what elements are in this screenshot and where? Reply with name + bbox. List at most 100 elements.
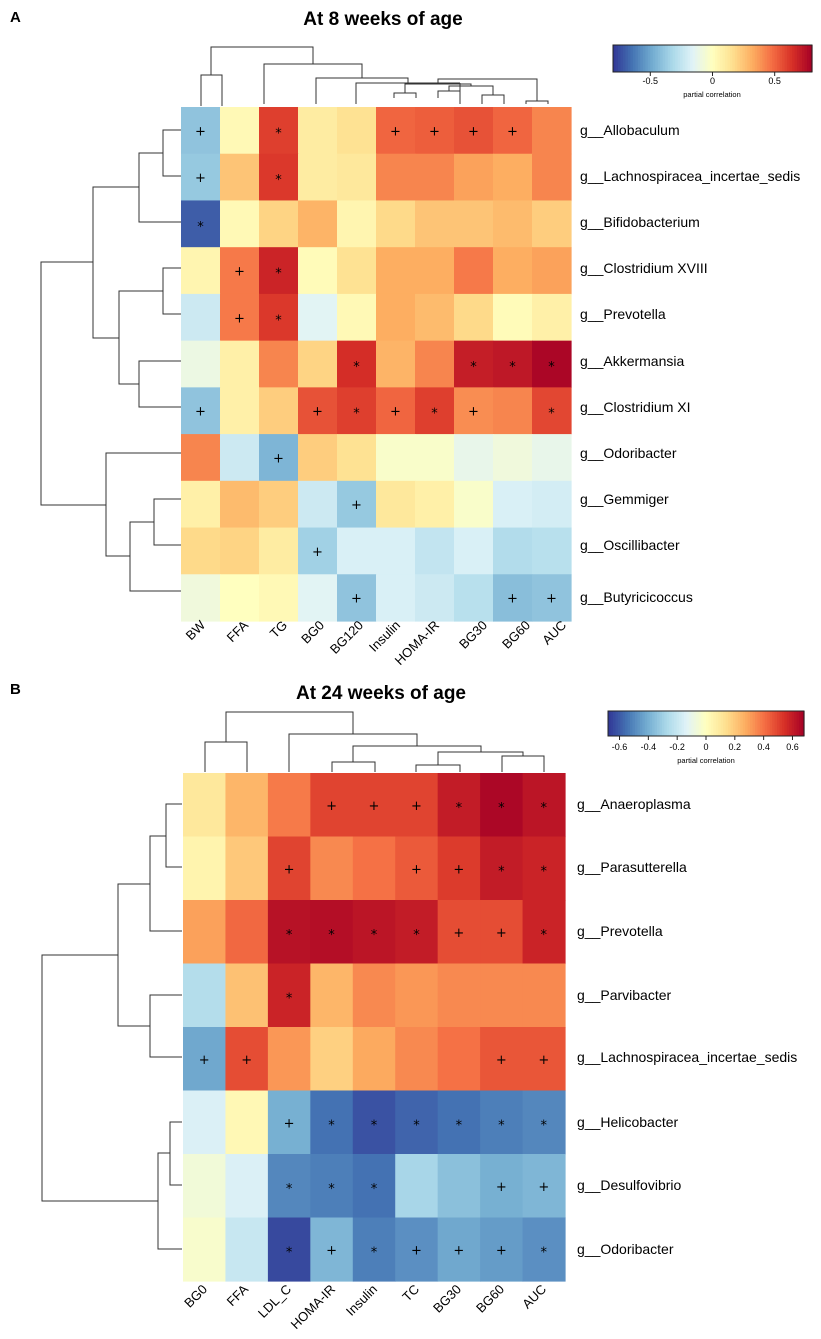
colorbar-segment — [690, 45, 694, 72]
colorbar-segment — [804, 45, 808, 72]
heatmap-cell — [220, 574, 260, 622]
heatmap-cell — [415, 527, 455, 575]
significance-plus: + — [273, 451, 284, 466]
colorbar-segment — [692, 45, 696, 72]
colorbar-segment — [750, 711, 754, 736]
heatmap-cell — [376, 200, 416, 248]
panel-b-legend-title: partial correlation — [677, 756, 735, 765]
colorbar-segment — [759, 45, 763, 72]
significance-plus: + — [312, 405, 323, 420]
heatmap-cell — [259, 527, 299, 575]
heatmap-cell — [183, 773, 227, 838]
heatmap-cell — [376, 574, 416, 622]
heatmap-cell — [225, 1090, 269, 1155]
colorbar-segment — [713, 711, 717, 736]
colorbar-segment — [703, 711, 707, 736]
colorbar-segment — [652, 711, 656, 736]
row-label: g__Gemmiger — [580, 491, 669, 507]
colorbar-segment — [762, 711, 766, 736]
colorbar-segment — [655, 45, 659, 72]
significance-plus: + — [546, 592, 557, 607]
colorbar-segment — [691, 711, 695, 736]
colorbar-segment — [708, 711, 712, 736]
colorbar-segment — [707, 45, 711, 72]
heatmap-cell — [310, 963, 354, 1028]
panel-b-title: At 24 weeks of age — [296, 683, 466, 704]
heatmap-cell — [181, 153, 221, 202]
significance-plus: + — [390, 124, 401, 139]
colorbar-segment — [610, 711, 614, 736]
significance-star: * — [286, 928, 293, 943]
row-label: g__Bifidobacterium — [580, 214, 700, 230]
colorbar-segment — [739, 45, 743, 72]
significance-star: * — [541, 864, 548, 879]
significance-plus: + — [468, 405, 479, 420]
colorbar-segment — [724, 45, 729, 72]
colorbar-segment — [767, 45, 771, 72]
significance-plus: + — [284, 1116, 295, 1131]
colorbar-segment — [672, 45, 676, 72]
row-label: g__Lachnospiracea_incertae_sedis — [577, 1049, 797, 1065]
significance-plus: + — [234, 311, 245, 326]
heatmap-cell — [337, 387, 377, 435]
heatmap-cell — [310, 1217, 354, 1282]
heatmap-cell — [532, 574, 572, 622]
colorbar-segment — [620, 711, 624, 736]
colorbar-segment — [625, 45, 629, 72]
heatmap-cell — [352, 836, 396, 901]
heatmap-cell — [480, 1090, 524, 1155]
legend-tick-label: -0.5 — [643, 76, 659, 86]
heatmap-cell — [415, 153, 455, 202]
colorbar-segment — [802, 45, 806, 72]
heatmap-cell — [181, 247, 221, 295]
colorbar-segment — [634, 711, 638, 736]
colorbar-segment — [796, 711, 800, 736]
row-label: g__Prevotella — [580, 306, 666, 322]
colorbar-segment — [737, 711, 741, 736]
heatmap-cell — [259, 387, 299, 435]
colorbar-segment — [762, 45, 766, 72]
heatmap-cell — [183, 963, 227, 1028]
heatmap-cell — [532, 153, 572, 202]
colorbar-segment — [644, 711, 648, 736]
significance-star: * — [541, 1118, 548, 1133]
heatmap-cell — [220, 527, 260, 575]
significance-plus: + — [195, 171, 206, 186]
significance-star: * — [456, 801, 463, 816]
colorbar-segment — [667, 45, 671, 72]
colorbar-segment — [752, 45, 756, 72]
heatmap-cell — [298, 527, 338, 575]
heatmap-cell — [454, 293, 494, 342]
heatmap-cell — [376, 293, 416, 342]
heatmap-cell — [352, 773, 396, 838]
colorbar-segment — [637, 711, 641, 736]
heatmap-cell — [522, 1217, 566, 1282]
colorbar-segment — [794, 711, 798, 736]
significance-star: * — [353, 360, 360, 375]
panel-b-legend-ticks: -0.6 -0.4 -0.2 0 0.2 0.4 0.6 — [612, 736, 799, 752]
row-label: g__Desulfovibrio — [577, 1177, 681, 1193]
heatmap-cell — [454, 387, 494, 435]
significance-plus: + — [199, 1053, 210, 1068]
significance-star: * — [275, 173, 282, 188]
heatmap-cell — [181, 200, 221, 248]
significance-plus: + — [234, 265, 245, 280]
heatmap-cell — [310, 1027, 354, 1092]
heatmap-cell — [395, 773, 439, 838]
heatmap-cell — [259, 480, 299, 529]
heatmap-cell — [352, 1090, 396, 1155]
colorbar-segment — [712, 45, 716, 72]
heatmap-cell — [493, 574, 533, 622]
colorbar-segment — [615, 45, 619, 72]
significance-plus: + — [429, 124, 440, 139]
colorbar-segment — [679, 711, 683, 736]
colorbar-segment — [669, 711, 673, 736]
colorbar-segment — [666, 711, 670, 736]
heatmap-cell — [267, 836, 311, 901]
colorbar-segment — [649, 711, 653, 736]
colorbar-segment — [637, 45, 641, 72]
panel-b-column-dendrogram — [204, 711, 545, 772]
legend-tick-label: 0.5 — [768, 76, 781, 86]
colorbar-segment — [791, 711, 795, 736]
heatmap-cell — [532, 200, 572, 248]
